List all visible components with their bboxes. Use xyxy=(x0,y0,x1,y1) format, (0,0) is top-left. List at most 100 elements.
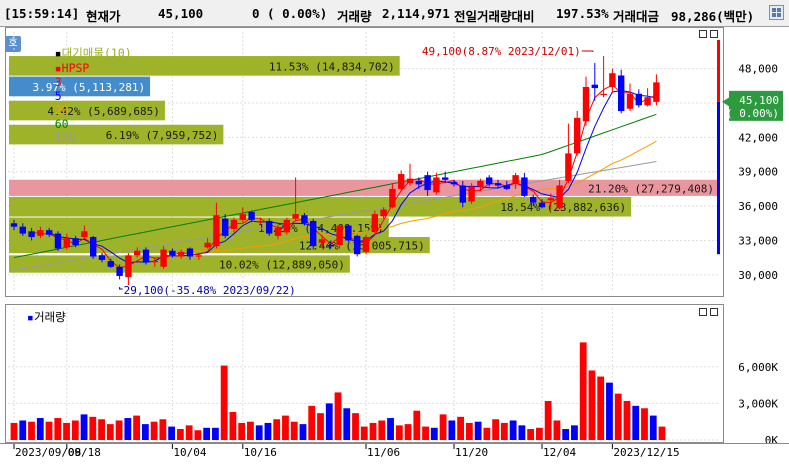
pane-close-icon[interactable] xyxy=(710,308,718,316)
volume-bar xyxy=(343,408,351,440)
volume-bar xyxy=(194,430,202,440)
candle-body xyxy=(574,117,581,154)
price-axis-up-strip xyxy=(717,40,720,102)
legend-ma60: 60 xyxy=(54,117,69,131)
candle-body xyxy=(442,177,449,180)
pane-maximize-icon[interactable] xyxy=(699,308,707,316)
price-tick-label: 30,000 xyxy=(738,269,778,282)
volume-bar xyxy=(387,418,394,440)
volume-bar xyxy=(80,414,88,440)
volume-bar xyxy=(632,405,640,440)
volume-bar xyxy=(264,422,272,440)
pane-maximize-icon[interactable] xyxy=(699,30,707,38)
candle-body xyxy=(327,245,334,247)
candle-body xyxy=(160,249,167,267)
volume-bar xyxy=(212,427,219,440)
candle-body xyxy=(362,237,370,252)
pane-close-icon[interactable] xyxy=(710,30,718,38)
candle-body xyxy=(609,73,616,87)
candle-body xyxy=(494,183,502,186)
candle-body xyxy=(186,248,194,257)
volume-bar xyxy=(457,416,464,440)
volume-bar xyxy=(238,422,246,440)
volume-tick-label: 3,000K xyxy=(738,397,778,410)
volume-bar xyxy=(658,426,666,440)
candle-body xyxy=(618,75,625,112)
legend-ma5: 5 xyxy=(54,89,62,103)
price-tick-label: 48,000 xyxy=(738,63,778,76)
volume-bar xyxy=(133,415,140,440)
candle-body xyxy=(283,219,290,233)
volume-bar xyxy=(641,408,648,440)
candle-body xyxy=(415,180,422,185)
candle-body xyxy=(468,186,475,202)
volume-bar xyxy=(159,419,167,440)
volume-bar xyxy=(10,422,18,440)
volume-bar xyxy=(474,421,482,440)
volume-profile-bar xyxy=(9,76,151,97)
volume-bar xyxy=(19,420,27,440)
volume-bar xyxy=(492,419,500,440)
volume-bar xyxy=(334,392,342,440)
candle-body xyxy=(46,230,53,235)
candle-body xyxy=(406,178,414,184)
volume-bar xyxy=(422,426,429,440)
volume-bar xyxy=(395,425,403,440)
candle-body xyxy=(459,185,466,203)
candle-body xyxy=(565,153,572,181)
volume-bar xyxy=(614,393,622,440)
volume-bar xyxy=(229,411,237,440)
candle-body xyxy=(116,266,123,276)
candle-body xyxy=(380,209,387,217)
date-tick-label: 09/18 xyxy=(68,446,101,459)
candle-body xyxy=(371,214,378,232)
candle-body xyxy=(98,255,106,260)
volume-bar xyxy=(325,403,333,440)
volume-bar xyxy=(404,424,412,440)
volume-bar xyxy=(28,421,35,440)
volume-bar xyxy=(536,427,543,440)
candle-body xyxy=(477,180,484,187)
candle-body xyxy=(134,250,141,256)
current-price-tag: 45,100 xyxy=(739,94,779,107)
candle-body xyxy=(450,182,458,185)
volume-profile-label: 10.02% (12,889,050) xyxy=(219,259,345,272)
candle-body xyxy=(10,223,18,227)
volume-bar xyxy=(36,418,44,440)
volume-legend: ▪거래량 xyxy=(27,309,66,325)
candle-body xyxy=(626,93,634,109)
volume-bar xyxy=(413,410,421,440)
candle-body xyxy=(538,202,546,208)
volume-bar xyxy=(282,415,289,440)
candle-body xyxy=(37,230,44,236)
quote-bubble-icon[interactable]: 호 xyxy=(5,36,21,52)
candle-body xyxy=(292,214,299,219)
candle-body xyxy=(389,188,396,208)
volume-bar xyxy=(606,382,613,440)
prev-volume-ratio: 197.53% xyxy=(556,6,609,21)
price-tick-label: 42,000 xyxy=(738,131,778,144)
candle-body xyxy=(547,198,554,201)
legend-marker-icon: ▪ xyxy=(54,61,62,75)
volume-profile-label: 4.42% (5,689,685) xyxy=(47,105,160,118)
current-price-label: 현재가 xyxy=(86,9,121,24)
volume-bar xyxy=(439,414,447,440)
candle-body xyxy=(530,196,537,203)
date-tick-label: 10/16 xyxy=(244,446,277,459)
volume-bar xyxy=(255,425,263,440)
date-tick-label: 11/20 xyxy=(455,446,488,459)
candle-body xyxy=(28,231,35,238)
volume-bar xyxy=(352,413,359,440)
ma3-line xyxy=(31,84,657,269)
price-tick-label: 39,000 xyxy=(738,166,778,179)
volume-bar xyxy=(317,413,324,440)
window-tile-icon[interactable] xyxy=(769,5,784,20)
volume-bar xyxy=(220,365,228,440)
date-tick-label: 2023/12/15 xyxy=(613,446,679,459)
current-change-tag: ( 0.00%) xyxy=(726,107,779,120)
candle-body xyxy=(90,237,97,257)
volume-bar xyxy=(465,422,473,440)
volume-bar xyxy=(273,419,281,440)
